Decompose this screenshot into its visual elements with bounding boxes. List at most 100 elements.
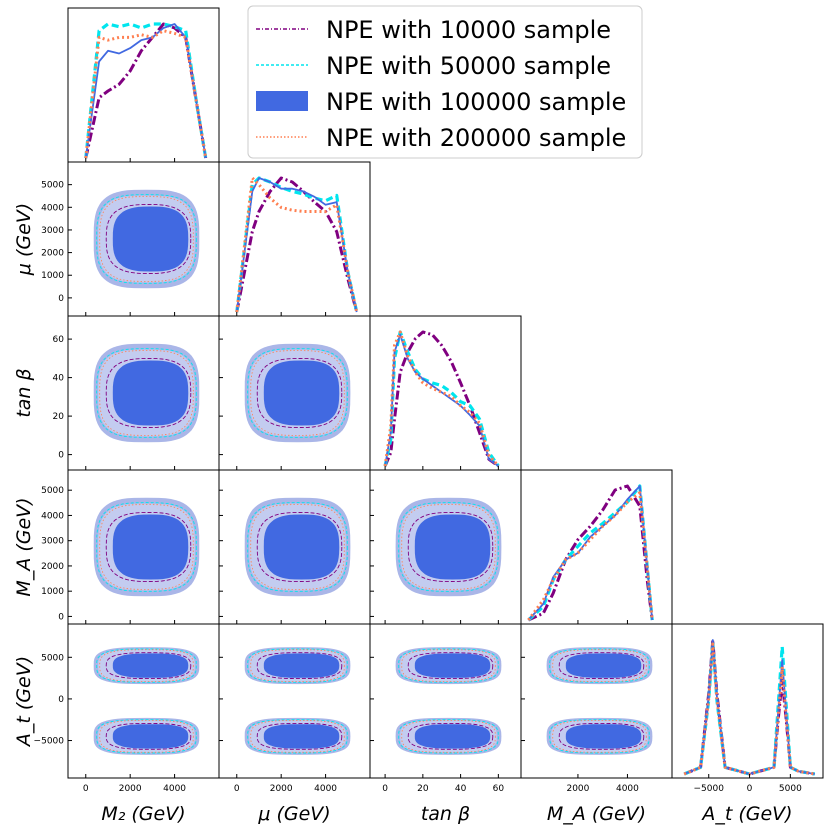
legend-entry-label: NPE with 100000 sample — [326, 88, 626, 116]
contour-line-50000 — [96, 502, 197, 592]
contour-line-10000 — [256, 512, 343, 582]
y-tick-label-mu: 1000 — [41, 271, 64, 281]
contour-line-10000 — [256, 652, 343, 680]
contour-panel-mu-At — [218, 623, 371, 779]
x-tick-label-M2: 2000 — [119, 784, 142, 794]
marginal-line-mu-s100000 — [235, 177, 358, 313]
contour-line-50000 — [549, 648, 650, 683]
legend-entry-label: NPE with 10000 sample — [326, 16, 611, 44]
contour-line-10000 — [105, 512, 192, 582]
contour-inner — [414, 514, 491, 580]
contour-line-50000 — [247, 719, 348, 754]
x-axis-label-tanb: tan β — [421, 803, 470, 825]
y-axis-label-mu: μ (GeV) — [13, 203, 35, 276]
contour-line-200000 — [99, 720, 194, 753]
contour-inner — [414, 653, 491, 678]
x-tick-label-tanb: 0 — [382, 784, 388, 794]
marginal-line-tanb-s100000 — [384, 333, 499, 467]
legend: NPE with 10000 sample NPE with 50000 samp… — [247, 5, 643, 159]
contour-line-10000 — [105, 722, 192, 750]
contour-line-10000 — [407, 512, 494, 582]
contour-line-200000 — [250, 720, 345, 753]
contour-panel-M2-MA — [67, 469, 220, 625]
contour-panel-MA-At — [520, 623, 673, 779]
contour-panel-tanb-At — [369, 623, 522, 779]
y-tick-label-At: −5000 — [34, 737, 65, 747]
contour-line-200000 — [99, 649, 194, 682]
marginal-line-M2-s10000 — [84, 22, 208, 159]
x-tick-label-M2: 4000 — [163, 784, 186, 794]
panel-frame — [67, 623, 220, 779]
y-tick-label-MA: 4000 — [41, 511, 64, 521]
marginal-line-tanb-s50000 — [383, 330, 500, 467]
contour-line-10000 — [105, 358, 192, 428]
x-tick-label-tanb: 40 — [455, 784, 467, 794]
contour-line-200000 — [250, 649, 345, 682]
contour-line-50000 — [96, 194, 197, 284]
contour-line-10000 — [105, 652, 192, 680]
contour-line-200000 — [401, 649, 496, 682]
contour-line-50000 — [398, 648, 499, 683]
marginal-line-At-s200000 — [683, 642, 816, 776]
contour-inner — [112, 360, 189, 426]
y-tick-label-At: 5000 — [41, 653, 64, 663]
x-axis-label-mu: μ (GeV) — [257, 803, 330, 825]
y-axis-label-At: A_t (GeV) — [13, 656, 35, 748]
contour-inner — [112, 514, 189, 580]
marginal-line-At-s100000 — [683, 639, 815, 775]
contour-line-50000 — [247, 648, 348, 683]
y-tick-label-mu: 3000 — [41, 226, 64, 236]
marginal-panel-MA — [520, 469, 673, 625]
y-tick-label-mu: 5000 — [41, 181, 64, 191]
contour-inner — [112, 206, 189, 272]
y-tick-label-MA: 2000 — [41, 562, 64, 572]
panel-frame — [218, 623, 371, 779]
contour-line-50000 — [96, 719, 197, 754]
marginal-line-M2-s100000 — [84, 23, 207, 159]
x-axis-label-At: A_t (GeV) — [700, 803, 792, 825]
y-tick-label-MA: 3000 — [41, 537, 64, 547]
contour-inner — [263, 653, 340, 678]
y-axis-labels: μ (GeV) tan β M_A (GeV) A_t (GeV) — [13, 203, 35, 748]
marginal-line-tanb-s10000 — [383, 330, 500, 468]
y-tick-label-tanb: 0 — [58, 451, 64, 461]
marginal-line-mu-s200000 — [235, 176, 359, 313]
contour-panel-M2-At — [67, 623, 220, 779]
x-tick-label-tanb: 20 — [417, 784, 429, 794]
contour-panel-mu-MA — [218, 469, 371, 625]
ticks-layer: 0100020003000400050000204060010002000300… — [34, 158, 802, 794]
legend-entry-label: NPE with 200000 sample — [326, 124, 626, 152]
legend-swatch — [256, 91, 308, 111]
x-tick-label-At: 0 — [747, 784, 753, 794]
legend-entry-label: NPE with 50000 sample — [326, 52, 611, 80]
x-tick-label-MA: 4000 — [616, 784, 639, 794]
contour-line-50000 — [398, 719, 499, 754]
marginal-line-tanb-s200000 — [383, 330, 500, 467]
y-tick-label-At: 0 — [58, 695, 64, 705]
contour-line-10000 — [407, 722, 494, 750]
contour-line-50000 — [398, 502, 499, 592]
contour-inner — [565, 653, 642, 678]
contour-line-50000 — [247, 348, 348, 438]
contour-inner — [112, 724, 189, 749]
contour-panel-mu-tanb — [218, 315, 371, 471]
marginal-panel-tanb — [369, 315, 522, 471]
contour-panel-M2-tanb — [67, 315, 220, 471]
panels-layer: 0100020003000400050000204060010002000300… — [34, 7, 824, 794]
x-tick-label-mu: 0 — [234, 784, 240, 794]
y-tick-label-MA: 0 — [58, 612, 64, 622]
contour-line-200000 — [552, 649, 647, 682]
y-axis-label-MA: M_A (GeV) — [13, 497, 35, 596]
contour-line-10000 — [558, 722, 645, 750]
x-tick-label-tanb: 60 — [493, 784, 505, 794]
contour-panel-M2-mu — [67, 161, 220, 317]
marginal-line-M2-s50000 — [84, 22, 208, 159]
contour-inner — [112, 653, 189, 678]
legend-frame — [247, 5, 643, 159]
marginal-line-MA-s10000 — [527, 484, 654, 622]
y-tick-label-mu: 4000 — [41, 203, 64, 213]
contour-line-50000 — [96, 348, 197, 438]
x-tick-label-M2: 0 — [83, 784, 89, 794]
panel-frame — [671, 623, 824, 779]
